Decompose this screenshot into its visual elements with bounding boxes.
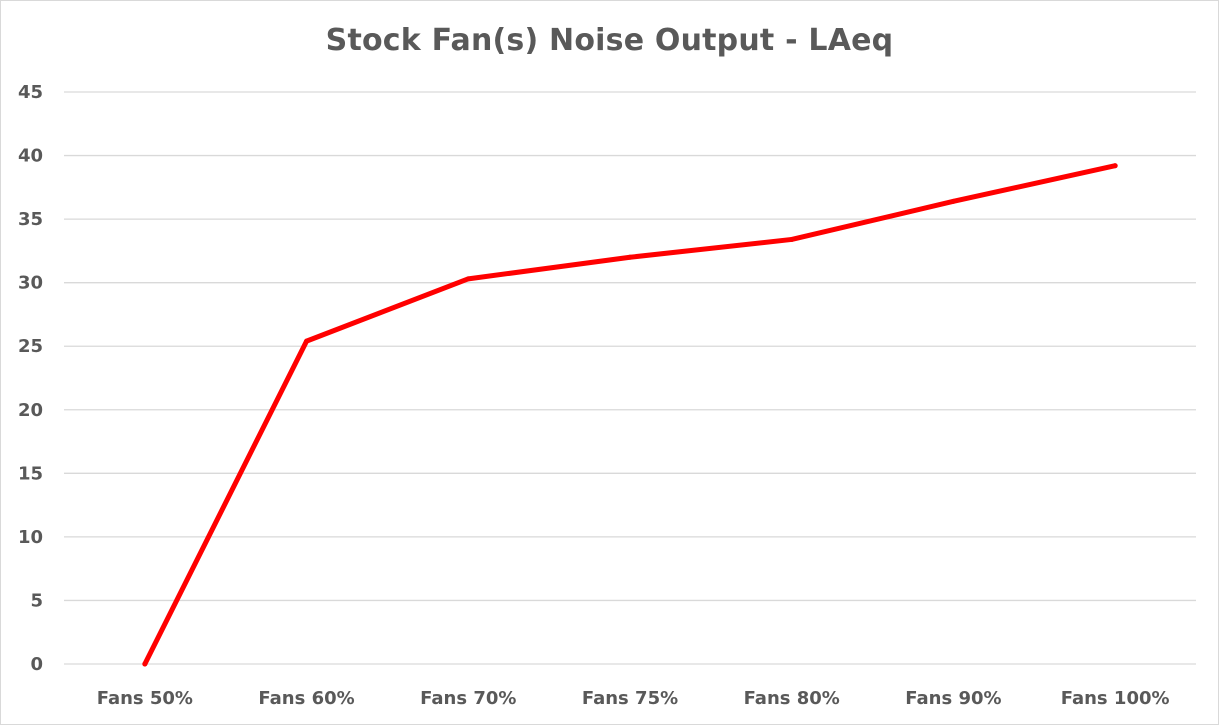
x-tick-label: Fans 100% xyxy=(1061,688,1170,709)
x-tick-label: Fans 75% xyxy=(582,688,678,709)
x-tick-label: Fans 80% xyxy=(744,688,840,709)
series-line-0 xyxy=(142,163,1118,667)
gridlines xyxy=(64,91,1196,665)
chart-title: Stock Fan(s) Noise Output - LAeq xyxy=(325,23,894,58)
x-tick-label: Fans 90% xyxy=(905,688,1001,709)
y-tick-label: 10 xyxy=(18,527,43,548)
data-point xyxy=(1112,163,1118,169)
x-axis-ticks: Fans 50% Fans 60% Fans 70% Fans 75% Fans 80%… xyxy=(97,688,1170,709)
y-axis-ticks: 0 5 10 15 20 25 30 35 40 45 xyxy=(18,82,43,675)
x-tick-label: Fans 60% xyxy=(258,688,354,709)
data-point xyxy=(465,276,471,282)
y-tick-label: 15 xyxy=(18,463,43,484)
data-point xyxy=(627,254,633,260)
x-tick-label: Fans 50% xyxy=(97,688,193,709)
y-tick-label: 40 xyxy=(18,146,43,167)
data-point xyxy=(142,661,148,667)
y-tick-label: 45 xyxy=(18,82,43,103)
y-tick-label: 0 xyxy=(30,654,43,675)
data-point xyxy=(789,236,795,242)
y-tick-label: 5 xyxy=(30,590,43,611)
x-tick-label: Fans 70% xyxy=(420,688,516,709)
series-layer xyxy=(142,163,1118,667)
y-tick-label: 20 xyxy=(18,400,43,421)
y-tick-label: 30 xyxy=(18,273,43,294)
y-tick-label: 35 xyxy=(18,209,43,230)
data-point xyxy=(304,338,310,344)
y-tick-label: 25 xyxy=(18,336,43,357)
data-point xyxy=(950,198,956,204)
